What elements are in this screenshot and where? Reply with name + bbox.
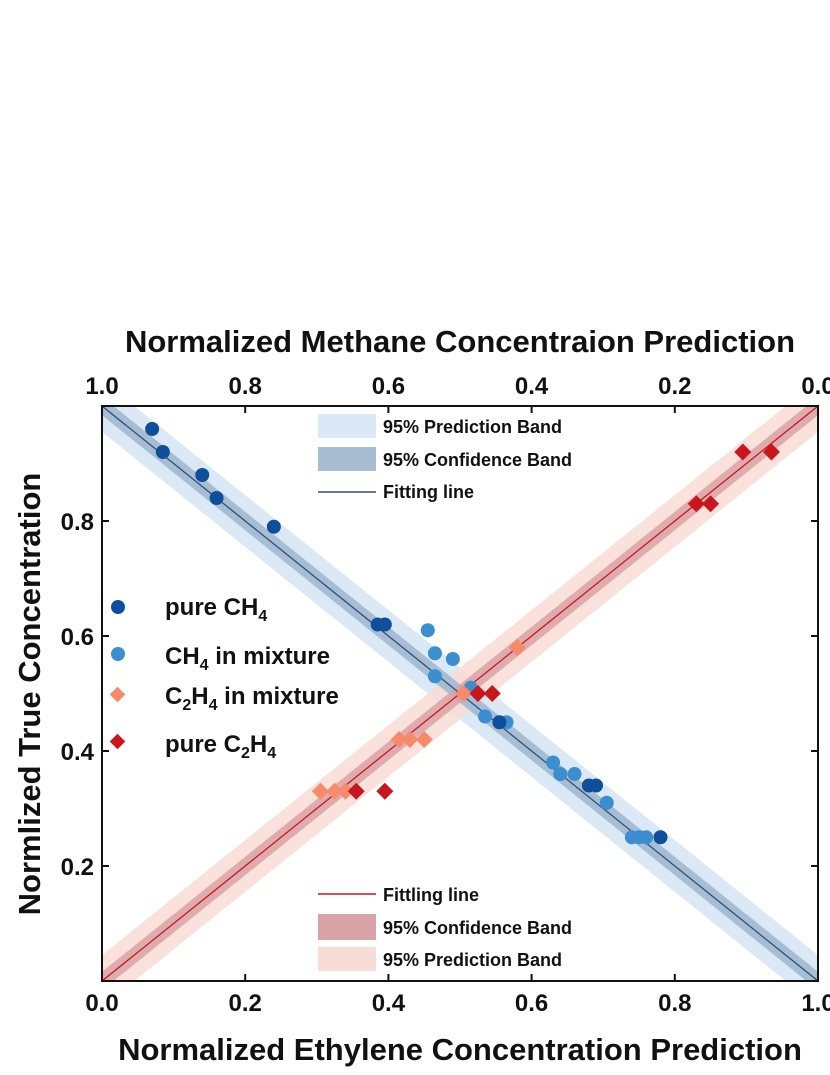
- c2h4-in-mixture-point: [401, 731, 419, 748]
- pure-c2h4-point: [734, 443, 752, 461]
- legend-pure-ch4-marker: [111, 600, 125, 614]
- top-axis-title: Normalized Methane Concentraion Predicti…: [125, 324, 795, 359]
- ch4-in-mixture-point: [420, 623, 435, 638]
- c2h4-in-mixture-point: [390, 731, 408, 748]
- y-tick-label: 0.4: [61, 739, 95, 766]
- y-axis-title: Normlized True Concentration: [12, 473, 47, 916]
- legend-markers: pure CH4 CH4 in mixture C2H4 in mixture …: [109, 594, 339, 762]
- pure-c2h4-point: [483, 685, 501, 702]
- pure-ch4-point: [377, 617, 392, 632]
- ch4-in-mixture-point: [599, 795, 614, 810]
- x-bottom-tick-label: 0.8: [658, 990, 691, 1017]
- ch4-in-mixture-point: [553, 767, 568, 781]
- x-bottom-tick-label: 0.6: [515, 990, 548, 1017]
- c2h4-in-mixture-point: [326, 782, 344, 800]
- c2h4-in-mixture-point: [455, 685, 473, 702]
- legend-ch4-mixture-label: CH4 in mixture: [165, 643, 330, 674]
- pure-ch4-point: [653, 830, 668, 845]
- c2h4-in-mixture-point: [508, 639, 526, 656]
- y-tick-label: 0.8: [61, 509, 94, 536]
- x-top-tick-label: 0.8: [229, 373, 262, 400]
- legend-ch4-mixture-marker: [111, 647, 125, 661]
- pure-c2h4-point: [469, 685, 487, 702]
- pure-ch4-point: [145, 422, 160, 436]
- pure-ch4-point: [492, 715, 507, 730]
- x-bottom-tick-label: 0.4: [372, 990, 406, 1017]
- ch4-in-mixture-point: [445, 652, 460, 666]
- plot-frame: [101, 405, 819, 982]
- legend-pure-ch4-label: pure CH4: [165, 594, 267, 625]
- legend-c2h4-mixture-marker: [109, 686, 126, 703]
- legend-top-prediction-swatch: [318, 414, 376, 438]
- legend-top-confidence-swatch: [318, 447, 376, 471]
- x-top-tick-label: 1.0: [85, 373, 118, 400]
- pure-ch4-point: [155, 445, 170, 459]
- x-top-tick-label: 0.2: [658, 373, 691, 400]
- legend-top-prediction-label: 95% Prediction Band: [383, 417, 562, 437]
- ch4-in-mixture-point: [567, 767, 582, 781]
- x-top-tick-label: 0.0: [801, 373, 830, 400]
- pure-ch4-point: [195, 468, 210, 482]
- pure-c2h4-point: [702, 495, 720, 513]
- x-bottom-tick-label: 0.2: [229, 990, 262, 1017]
- x-top-tick-label: 0.4: [515, 373, 549, 400]
- c2h4-in-mixture-point: [415, 731, 433, 748]
- x-bottom-tick-label: 1.0: [801, 990, 830, 1017]
- pure-c2h4-point: [687, 495, 705, 513]
- legend-pure-c2h4-label: pure C2H4: [165, 731, 276, 762]
- legend-bottom: Fittling line 95% Confidence Band 95% Pr…: [318, 885, 572, 971]
- data-points: [145, 422, 780, 845]
- c2h4-in-mixture-point: [311, 782, 329, 800]
- ch4-in-mixture-point: [639, 830, 654, 845]
- legend-top: 95% Prediction Band 95% Confidence Band …: [318, 414, 572, 502]
- pure-ch4-point: [209, 491, 224, 505]
- legend-bottom-fit-label: Fittling line: [383, 885, 479, 905]
- legend-top-fit-label: Fitting line: [383, 482, 474, 502]
- legend-bottom-prediction-label: 95% Prediction Band: [383, 950, 562, 970]
- legend-c2h4-mixture-label: C2H4 in mixture: [165, 683, 339, 714]
- ch4-in-mixture-point: [427, 646, 442, 661]
- y-tick-label: 0.6: [61, 624, 94, 651]
- x-top-tick-label: 0.6: [372, 373, 405, 400]
- pure-ch4-point: [589, 778, 604, 793]
- pure-ch4-point: [266, 519, 281, 534]
- pure-c2h4-point: [762, 443, 780, 461]
- legend-top-confidence-label: 95% Confidence Band: [383, 450, 572, 470]
- y-tick-label: 0.2: [61, 854, 94, 881]
- pure-c2h4-point: [376, 782, 394, 800]
- pure-c2h4-point: [347, 782, 365, 800]
- legend-pure-c2h4-marker: [109, 733, 126, 750]
- ch4-in-mixture-point: [546, 755, 561, 770]
- legend-bottom-confidence-swatch: [318, 914, 376, 940]
- legend-bottom-confidence-label: 95% Confidence Band: [383, 918, 572, 938]
- legend-bottom-prediction-swatch: [318, 947, 376, 971]
- c2h4-in-mixture-point: [336, 782, 354, 800]
- ch4-in-mixture-point: [478, 709, 493, 724]
- axis-ticks: 0.0 0.2 0.4 0.6 0.8 1.0 1.0 0.8 0.6 0.4 0.2 0.0 0.2 0…: [61, 373, 830, 1017]
- bottom-axis-title: Normalized Ethylene Concentration Predic…: [118, 1032, 802, 1067]
- ch4-in-mixture-point: [427, 669, 442, 684]
- x-bottom-tick-label: 0.0: [85, 990, 118, 1017]
